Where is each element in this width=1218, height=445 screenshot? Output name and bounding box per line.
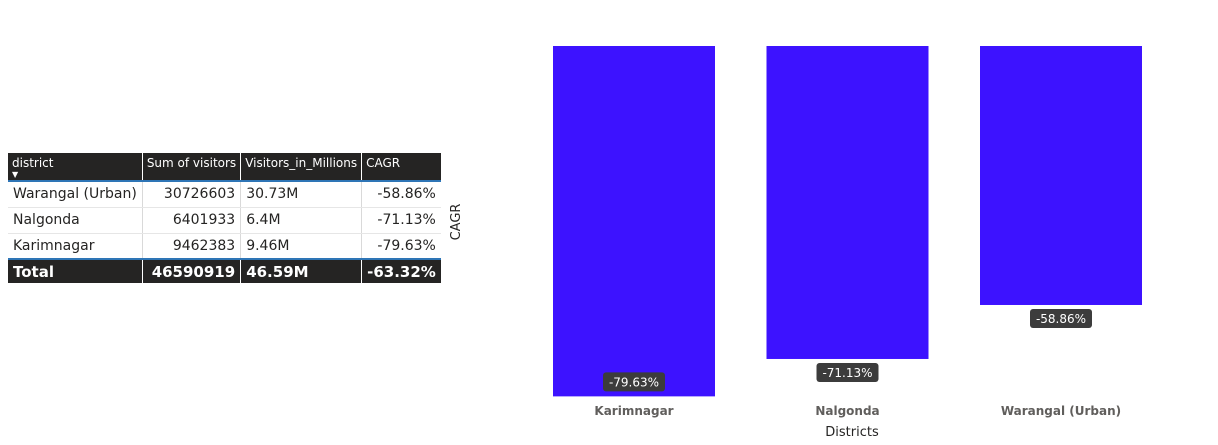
total-cagr: -63.32% xyxy=(361,258,441,283)
bar-nalgonda[interactable] xyxy=(766,46,929,359)
total-visitors: 46590919 xyxy=(142,258,242,283)
table-row[interactable]: Warangal (Urban) 30726603 30.73M -58.86% xyxy=(8,181,441,208)
x-axis-title: Districts xyxy=(825,425,879,440)
table-row[interactable]: Karimnagar 9462383 9.46M -79.63% xyxy=(8,233,441,260)
data-label-background xyxy=(603,372,665,392)
table-cell-cagr: -79.63% xyxy=(361,233,441,260)
table-cell-cagr: -71.13% xyxy=(361,207,441,234)
table-cell-visitors-millions: 30.73M xyxy=(240,181,363,208)
column-header-district[interactable]: district ▼ xyxy=(8,153,143,182)
table-total-row: Total 46590919 46.59M -63.32% xyxy=(8,258,441,283)
sort-descending-icon[interactable]: ▼ xyxy=(12,170,19,179)
bar-warangal-urban[interactable] xyxy=(980,46,1142,305)
x-tick-label: Warangal (Urban) xyxy=(1001,404,1121,418)
data-label-background xyxy=(816,362,879,382)
table-cell-visitors: 6401933 xyxy=(142,207,242,234)
data-label: -71.13% xyxy=(822,366,872,380)
column-header-cagr[interactable]: CAGR xyxy=(361,153,441,182)
data-label: -58.86% xyxy=(1036,312,1086,326)
data-label: -79.63% xyxy=(609,375,659,389)
data-label-background xyxy=(1030,308,1092,328)
y-axis-title: CAGR xyxy=(449,204,464,241)
total-label: Total xyxy=(8,258,143,283)
table-cell-district: Warangal (Urban) xyxy=(8,181,143,208)
table-cell-cagr: -58.86% xyxy=(361,181,441,208)
column-header-label: district xyxy=(12,156,54,170)
table-row[interactable]: Nalgonda 6401933 6.4M -71.13% xyxy=(8,207,441,234)
table-cell-district: Karimnagar xyxy=(8,233,143,260)
column-header-visitors-in-millions[interactable]: Visitors_in_Millions xyxy=(240,153,363,182)
column-header-sum-of-visitors[interactable]: Sum of visitors xyxy=(142,153,242,182)
table-cell-visitors: 9462383 xyxy=(142,233,242,260)
data-table: district ▼ Sum of visitors Visitors_in_M… xyxy=(8,153,441,283)
total-visitors-millions: 46.59M xyxy=(240,258,363,283)
table-cell-visitors-millions: 6.4M xyxy=(240,207,363,234)
table-cell-visitors: 30726603 xyxy=(142,181,242,208)
table-cell-visitors-millions: 9.46M xyxy=(240,233,363,260)
table-header-row: district ▼ Sum of visitors Visitors_in_M… xyxy=(8,153,441,182)
bar-karimnagar[interactable] xyxy=(553,46,715,397)
table-cell-district: Nalgonda xyxy=(8,207,143,234)
x-tick-label: Karimnagar xyxy=(594,404,673,418)
x-tick-label: Nalgonda xyxy=(815,404,879,418)
